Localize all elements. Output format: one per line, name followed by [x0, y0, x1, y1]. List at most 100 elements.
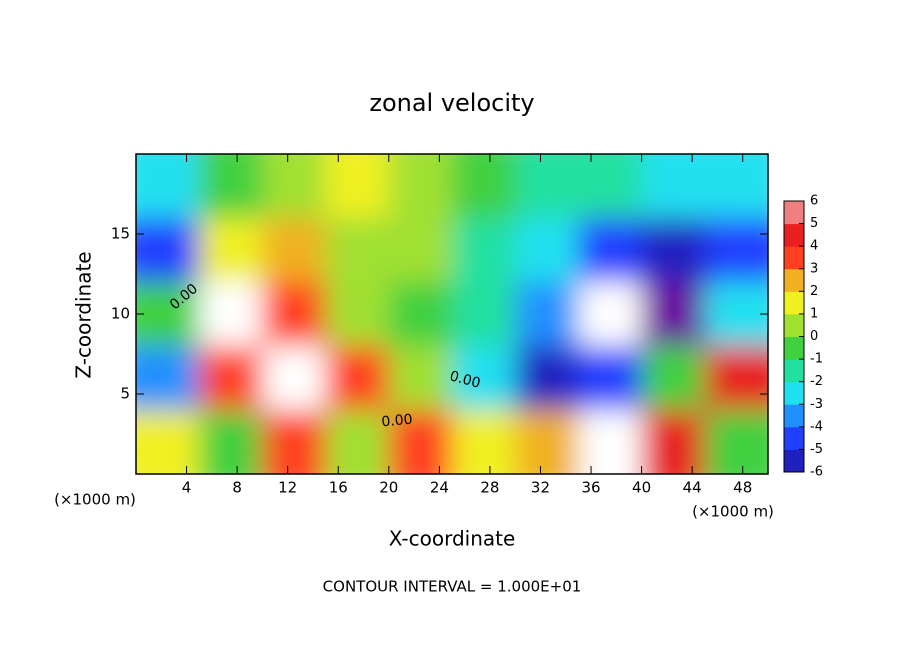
colorbar-segment: [784, 336, 804, 360]
heatmap-cell: [388, 282, 453, 347]
heatmap-cell: [578, 346, 643, 411]
heatmap-cell: [136, 346, 200, 411]
heatmap-cell: [199, 218, 263, 283]
colorbar-segment: [784, 359, 804, 383]
x-unit-label: (×1000 m): [692, 503, 774, 521]
heatmap-cell: [578, 154, 643, 219]
heatmap-cell: [452, 410, 516, 474]
heatmap-cell: [136, 282, 200, 347]
heatmap-cell: [515, 410, 579, 474]
heatmap-cell: [262, 218, 327, 283]
y-tick-label: 5: [120, 385, 130, 403]
heatmap-cell: [262, 282, 327, 347]
colorbar-segment: [784, 426, 804, 450]
heatmap-cell: [262, 410, 327, 474]
heatmap-cell: [515, 282, 579, 347]
x-tick-label: 8: [232, 479, 242, 497]
colorbar-tick-label: -2: [810, 374, 823, 389]
colorbar-segment: [784, 291, 804, 315]
colorbar-tick-label: -3: [810, 397, 823, 412]
contour-label: 0.00: [381, 412, 413, 431]
x-tick-label: 28: [480, 479, 499, 497]
colorbar-tick-label: 4: [810, 239, 818, 254]
heatmap-cell: [704, 410, 768, 474]
x-tick-label: 40: [632, 479, 651, 497]
colorbar-tick-label: 2: [810, 284, 818, 299]
chart-title: zonal velocity: [369, 89, 534, 117]
heatmap-cell: [325, 346, 390, 411]
heatmap-cell: [452, 346, 516, 411]
x-tick-label: 4: [182, 479, 192, 497]
footnote: CONTOUR INTERVAL = 1.000E+01: [323, 578, 582, 596]
colorbar-segment: [784, 223, 804, 247]
heatmap-cell: [641, 218, 706, 283]
heatmap-cell: [641, 154, 706, 219]
heatmap-field: [136, 154, 768, 474]
colorbar-tick-label: 1: [810, 306, 818, 321]
heatmap-cell: [515, 154, 579, 219]
colorbar-segment: [784, 268, 804, 292]
heatmap-cell: [452, 218, 516, 283]
heatmap-cell: [704, 282, 768, 347]
colorbar-tick-label: 3: [810, 261, 818, 276]
colorbar-segment: [784, 381, 804, 405]
heatmap-cell: [136, 218, 200, 283]
x-tick-label: 16: [329, 479, 348, 497]
heatmap-cell: [325, 410, 390, 474]
y-axis-label: Z-coordinate: [72, 251, 96, 378]
colorbar-tick-label: -6: [810, 465, 823, 480]
heatmap-cell: [136, 154, 200, 219]
heatmap-cell: [199, 346, 263, 411]
heatmap-cell: [515, 218, 579, 283]
colorbar-segment: [784, 449, 804, 473]
y-unit-label: (×1000 m): [54, 491, 136, 509]
heatmap-cell: [452, 282, 516, 347]
heatmap-cell: [515, 346, 579, 411]
x-axis-label: X-coordinate: [389, 527, 516, 551]
heatmap-cell: [325, 154, 390, 219]
heatmap-cell: [704, 154, 768, 219]
heatmap-cell: [388, 154, 453, 219]
colorbar-segment: [784, 246, 804, 270]
colorbar-tick-label: 5: [810, 216, 818, 231]
x-tick-label: 48: [733, 479, 752, 497]
heatmap-cell: [199, 410, 263, 474]
x-tick-label: 32: [531, 479, 550, 497]
overlay: 4 8 12 16 20 24 28 32 36 40 44 48510150.000.000.00-…: [111, 153, 823, 497]
heatmap-cell: [704, 218, 768, 283]
x-tick-label: 20: [379, 479, 398, 497]
heatmap-cell: [199, 154, 263, 219]
heatmap-cell: [641, 346, 706, 411]
colorbar-tick-label: -1: [810, 352, 823, 367]
contour-label: 0.00: [448, 368, 482, 392]
heatmap-cell: [641, 410, 706, 474]
colorbar-tick-label: -4: [810, 419, 823, 434]
y-tick-label: 15: [111, 225, 130, 243]
colorbar-tick-label: 6: [810, 194, 818, 209]
heatmap-cell: [704, 346, 768, 411]
heatmap-cell: [578, 282, 643, 347]
heatmap-cell: [325, 282, 390, 347]
x-tick-label: 44: [683, 479, 702, 497]
colorbar-tick-label: -5: [810, 442, 823, 457]
x-tick-label: 24: [430, 479, 449, 497]
x-tick-label: 12: [278, 479, 297, 497]
heatmap-cell: [325, 218, 390, 283]
heatmap-cell: [641, 282, 706, 347]
colorbar-segment: [784, 313, 804, 337]
x-tick-label: 36: [581, 479, 600, 497]
heatmap-cell: [388, 218, 453, 283]
heatmap-cells: [136, 154, 768, 474]
heatmap-cell: [388, 346, 453, 411]
colorbar-segment: [784, 201, 804, 225]
colorbar-segment: [784, 404, 804, 428]
heatmap-cell: [262, 154, 327, 219]
heatmap-cell: [136, 410, 200, 474]
heatmap-cell: [199, 282, 263, 347]
heatmap-cell: [388, 410, 453, 474]
y-tick-label: 10: [111, 305, 130, 323]
heatmap-cell: [262, 346, 327, 411]
colorbar-tick-label: 0: [810, 329, 818, 344]
heatmap-cell: [578, 218, 643, 283]
